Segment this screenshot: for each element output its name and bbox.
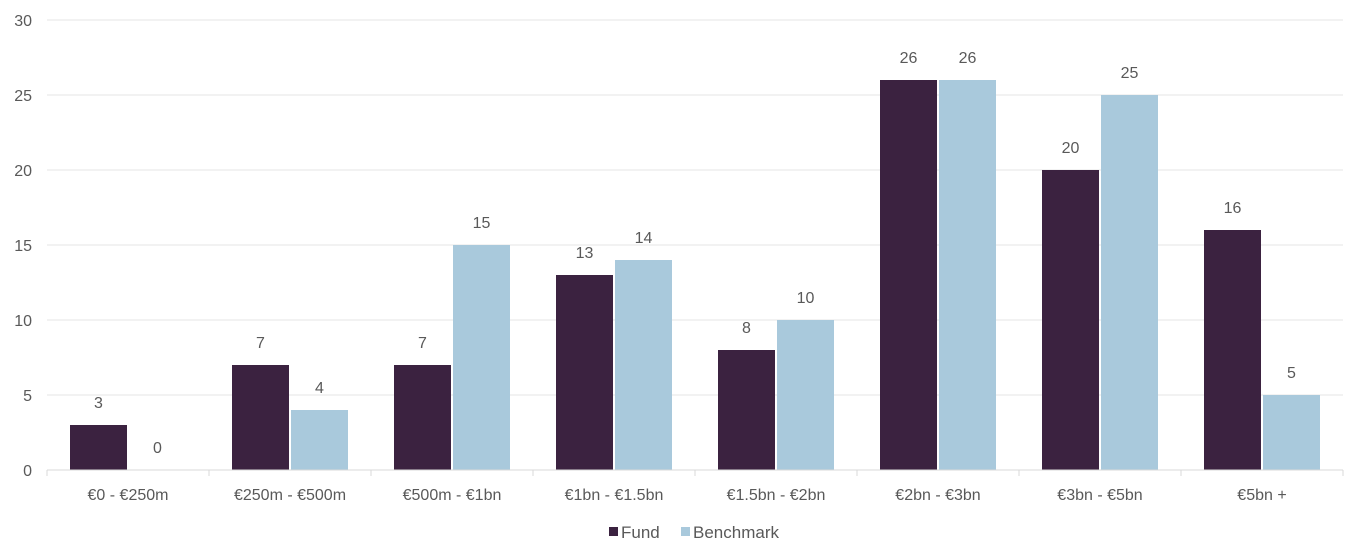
bar-fund: [718, 350, 775, 470]
y-tick-label: 25: [14, 88, 32, 105]
x-tick-label: €1.5bn - €2bn: [727, 487, 826, 504]
x-tick-label: €2bn - €3bn: [895, 487, 980, 504]
y-tick-label: 30: [14, 13, 32, 30]
bar-fund: [394, 365, 451, 470]
y-tick-label: 5: [23, 388, 32, 405]
data-label: 3: [94, 395, 103, 412]
legend-label-benchmark: Benchmark: [693, 523, 779, 542]
legend-label-fund: Fund: [621, 523, 660, 542]
bar-fund: [880, 80, 937, 470]
x-tick-label: €250m - €500m: [234, 487, 346, 504]
data-label: 10: [797, 290, 815, 307]
data-label: 5: [1287, 365, 1296, 382]
bar-fund: [1042, 170, 1099, 470]
bar-benchmark: [1101, 95, 1158, 470]
x-tick-label: €0 - €250m: [88, 487, 169, 504]
x-tick-label: €1bn - €1.5bn: [565, 487, 664, 504]
legend: Fund Benchmark: [609, 523, 779, 542]
bar-benchmark: [615, 260, 672, 470]
x-tick-label: €500m - €1bn: [403, 487, 502, 504]
bar-benchmark: [777, 320, 834, 470]
bars: [70, 80, 1320, 470]
bar-fund: [1204, 230, 1261, 470]
y-tick-label: 0: [23, 463, 32, 480]
y-axis-ticks: 0 5 10 15 20 25 30: [14, 13, 32, 480]
bar-fund: [70, 425, 127, 470]
bar-benchmark: [1263, 395, 1320, 470]
data-label: 7: [418, 335, 427, 352]
data-label: 0: [153, 440, 162, 457]
data-label: 25: [1121, 65, 1139, 82]
y-tick-label: 15: [14, 238, 32, 255]
data-label: 8: [742, 320, 751, 337]
data-label: 14: [635, 230, 653, 247]
bar-fund: [556, 275, 613, 470]
data-label: 15: [473, 215, 491, 232]
data-label: 16: [1224, 200, 1242, 217]
data-label: 20: [1062, 140, 1080, 157]
data-label: 7: [256, 335, 265, 352]
data-labels: 3 7 7 13 8 26 20 16 0 4 15 14 10 26 25 5: [94, 50, 1296, 457]
x-axis: €0 - €250m €250m - €500m €500m - €1bn €1bn …: [46, 469, 1344, 504]
y-tick-label: 20: [14, 163, 32, 180]
legend-swatch-benchmark: [681, 527, 690, 536]
data-label: 13: [576, 245, 594, 262]
data-label: 26: [900, 50, 918, 67]
x-tick-label: €5bn +: [1237, 487, 1286, 504]
y-tick-label: 10: [14, 313, 32, 330]
bar-benchmark: [939, 80, 996, 470]
bar-benchmark: [453, 245, 510, 470]
legend-swatch-fund: [609, 527, 618, 536]
bar-fund: [232, 365, 289, 470]
bar-benchmark: [291, 410, 348, 470]
data-label: 4: [315, 380, 324, 397]
data-label: 26: [959, 50, 977, 67]
x-tick-label: €3bn - €5bn: [1057, 487, 1142, 504]
